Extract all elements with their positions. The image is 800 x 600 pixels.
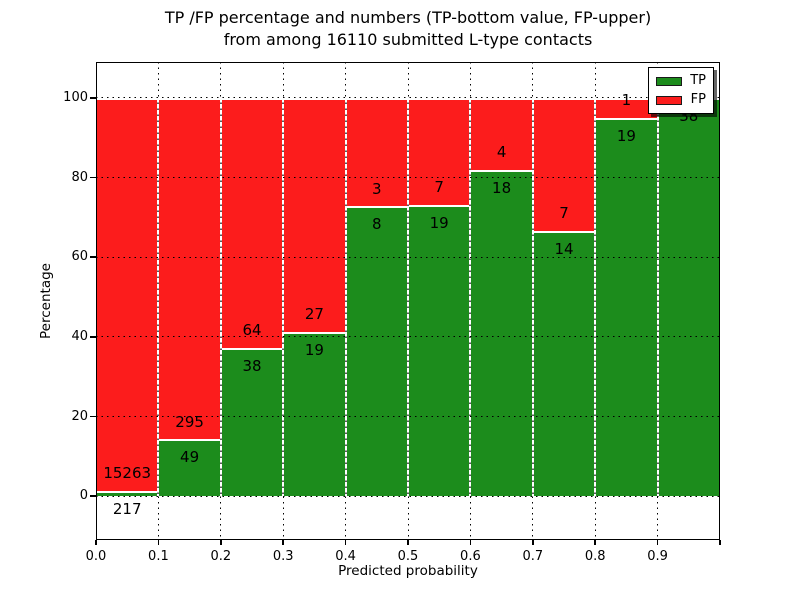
x-tick — [220, 540, 222, 545]
fp-bar-segment — [345, 97, 408, 207]
tp-count-label: 14 — [554, 239, 574, 258]
y-gridline — [96, 256, 720, 258]
fp-count-label: 295 — [175, 412, 204, 431]
bar-edge-line — [407, 97, 409, 497]
fp-count-label: 7 — [559, 203, 569, 222]
fp-bar-segment — [532, 97, 596, 231]
fp-count-label: 7 — [434, 178, 444, 197]
y-tick-label: 60 — [71, 249, 88, 265]
tp-color-swatch — [656, 76, 682, 86]
tp-count-label: 19 — [616, 126, 636, 145]
x-tick-label: 0.6 — [460, 549, 481, 564]
bar-edge-line — [531, 97, 534, 497]
fp-bar-segment — [408, 97, 471, 206]
tp-bar-segment — [96, 490, 159, 497]
y-tick — [90, 336, 96, 338]
x-tick-label: 0.4 — [335, 549, 356, 564]
bar-edge-line — [469, 97, 472, 497]
plot-area: 15263 217 295 49 64 38 27 19 3 8 7 19 4 18 7 14 1 19 38 0.0… — [63, 62, 721, 564]
fp-count-label: 64 — [242, 320, 262, 339]
x-tick — [157, 540, 160, 545]
y-tick — [90, 495, 96, 497]
y-gridline — [96, 177, 720, 179]
y-tick — [90, 256, 96, 258]
x-tick-label: 0.0 — [85, 549, 107, 564]
tp-count-label: 49 — [180, 448, 200, 467]
legend-item-tp: TP — [656, 74, 706, 88]
legend-item-fp: FP — [656, 93, 706, 107]
tp-bar-segment — [532, 230, 596, 497]
x-tick-label: 0.3 — [272, 549, 294, 564]
tp-count-label: 38 — [242, 356, 262, 375]
x-tick — [719, 540, 721, 545]
legend-label-fp: FP — [690, 92, 706, 107]
bar-edge-line — [157, 97, 160, 497]
tp-bar-segment — [158, 439, 221, 497]
x-tick-label: 0.8 — [584, 549, 606, 564]
tp-bar-segment — [408, 205, 471, 497]
y-gridline — [96, 97, 720, 99]
fp-bar-segment — [158, 97, 221, 440]
y-axis-label: Percentage — [38, 263, 54, 339]
tp-bar-segment — [220, 347, 284, 497]
fp-count-label: 15263 — [103, 463, 152, 482]
y-tick — [90, 415, 96, 418]
fp-bar-segment — [96, 97, 159, 491]
tp-bar-segment — [595, 117, 658, 497]
y-tick — [90, 176, 96, 179]
chart-title: TP /FP percentage and numbers (TP-bottom… — [96, 7, 720, 51]
fp-count-label: 27 — [304, 304, 324, 323]
tp-bar-segment — [283, 331, 346, 497]
legend: TP FP — [648, 67, 714, 114]
x-tick — [95, 540, 97, 545]
tp-count-label: 8 — [372, 215, 382, 234]
tp-count-label: 217 — [112, 499, 142, 518]
x-tick — [282, 540, 284, 545]
fp-count-label: 1 — [621, 90, 632, 109]
fp-bar-segment — [595, 97, 658, 118]
fp-color-swatch — [656, 95, 682, 105]
x-tick — [469, 540, 472, 545]
x-tick-label: 0.9 — [647, 549, 668, 564]
x-tick — [407, 540, 409, 545]
fp-count-label: 4 — [496, 143, 507, 162]
y-tick — [90, 97, 96, 99]
bar-edge-line — [594, 97, 597, 497]
y-gridline — [96, 336, 720, 338]
chart-title-line1: TP /FP percentage and numbers (TP-bottom… — [164, 8, 652, 27]
fp-bar-segment — [283, 97, 346, 332]
fp-bar-segment — [470, 97, 533, 171]
bar-edge-line — [282, 97, 285, 497]
y-tick-label: 100 — [63, 89, 88, 105]
y-tick-label: 80 — [71, 169, 88, 185]
x-tick — [344, 540, 347, 545]
x-tick-label: 0.7 — [522, 549, 544, 564]
x-tick-label: 0.1 — [148, 549, 169, 564]
tp-count-label: 19 — [429, 214, 449, 233]
x-tick — [594, 540, 596, 545]
tp-count-label: 19 — [304, 340, 324, 359]
y-gridline — [96, 416, 720, 418]
x-tick-label: 0.5 — [397, 549, 419, 564]
bar-edge-line — [344, 97, 347, 497]
x-tick — [656, 540, 659, 545]
x-tick — [532, 540, 534, 545]
y-tick-label: 0 — [79, 488, 88, 504]
bar-edge-line — [219, 97, 222, 497]
fp-bar-segment — [220, 97, 284, 348]
tp-bar-segment — [657, 97, 720, 497]
y-tick-label: 20 — [71, 408, 88, 424]
bar-edge-line — [656, 97, 659, 497]
y-gridline — [96, 495, 720, 497]
legend-label-tp: TP — [690, 73, 706, 88]
chart-title-line2: from among 16110 submitted L-type contac… — [223, 30, 593, 49]
x-axis-label: Predicted probability — [338, 563, 478, 579]
tp-count-label: 18 — [492, 179, 512, 198]
tp-bar-segment — [470, 170, 533, 497]
y-tick-label: 40 — [71, 328, 88, 344]
fp-count-label: 3 — [372, 179, 382, 198]
x-tick-label: 0.2 — [210, 549, 232, 564]
tp-bar-segment — [345, 206, 408, 497]
